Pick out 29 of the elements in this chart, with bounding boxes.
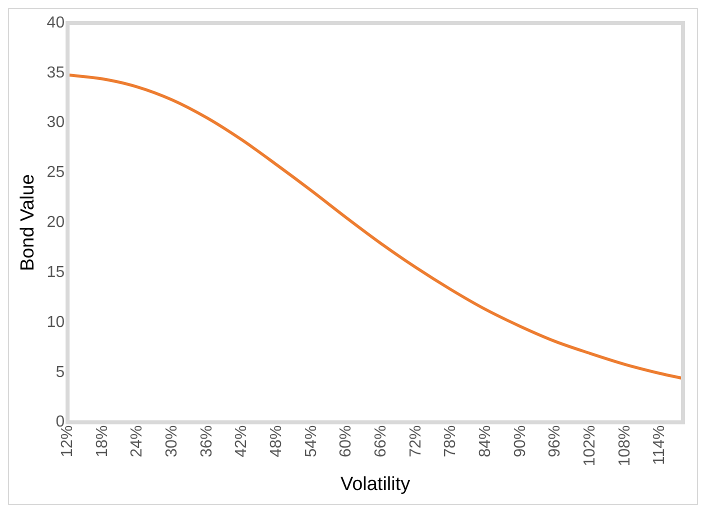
y-tick-label: 5: [56, 364, 65, 381]
x-tick-label: 108%: [616, 425, 634, 466]
x-tick-label: 30%: [164, 425, 181, 458]
x-tick-label: 96%: [546, 425, 564, 458]
x-tick-label: 90%: [512, 425, 529, 458]
x-tick-label: 54%: [302, 425, 320, 458]
x-tick-label: 36%: [198, 425, 216, 458]
line-series: [68, 73, 683, 380]
x-tick-label: 66%: [372, 425, 390, 458]
x-tick-label: 60%: [338, 425, 355, 458]
x-tick-label: 78%: [442, 425, 460, 458]
y-tick-label: 40: [46, 14, 65, 32]
x-axis-title: Volatility: [340, 474, 411, 495]
y-axis-title: Bond Value: [18, 174, 39, 272]
x-tick-label: 84%: [477, 425, 494, 458]
y-tick-label: 30: [46, 114, 65, 132]
x-tick-label: 48%: [268, 425, 286, 458]
y-tick-label: 10: [46, 314, 65, 331]
x-tick-label: 24%: [128, 425, 146, 458]
x-tick-label: 12%: [59, 425, 76, 458]
y-tick-label: 35: [46, 64, 65, 82]
y-tick-label: 25: [46, 164, 65, 182]
x-tick-label: 72%: [407, 425, 424, 458]
x-tick-label: 102%: [582, 425, 599, 466]
x-tick-label: 42%: [233, 425, 250, 458]
x-tick-label: 18%: [94, 425, 111, 458]
y-tick-label: 15: [46, 264, 65, 281]
x-tick-label: 114%: [651, 425, 668, 466]
y-tick-label: 20: [46, 214, 65, 232]
